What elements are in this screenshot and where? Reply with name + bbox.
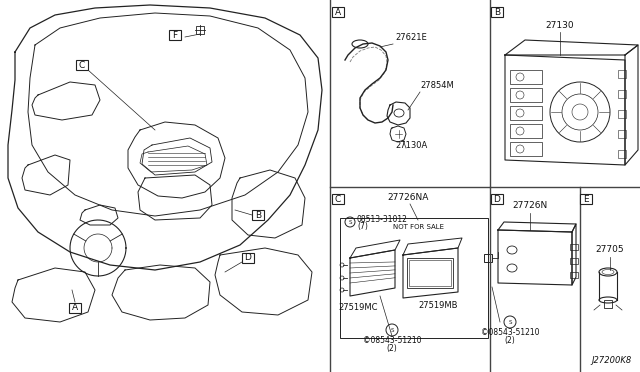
Text: 27705: 27705 — [596, 245, 624, 254]
Bar — [169, 30, 181, 40]
Text: D: D — [493, 195, 500, 203]
Text: 27854M: 27854M — [420, 81, 454, 90]
Text: C: C — [335, 195, 341, 203]
Text: 27130A: 27130A — [395, 141, 428, 150]
Text: D: D — [244, 253, 252, 263]
Bar — [510, 70, 542, 84]
Bar — [510, 142, 542, 156]
Bar — [604, 300, 612, 308]
Text: S: S — [390, 327, 394, 333]
Bar — [242, 253, 254, 263]
Text: A: A — [72, 304, 78, 312]
Bar — [618, 110, 626, 118]
Bar — [618, 130, 626, 138]
Bar — [69, 303, 81, 313]
Text: S: S — [508, 320, 512, 324]
Text: 27726NA: 27726NA — [387, 193, 429, 202]
Text: (2): (2) — [504, 336, 515, 345]
Bar — [491, 194, 503, 204]
Text: B: B — [255, 211, 261, 219]
Bar — [332, 7, 344, 17]
Bar — [252, 210, 264, 220]
Text: NOT FOR SALE: NOT FOR SALE — [393, 224, 444, 230]
Bar — [510, 124, 542, 138]
Bar — [580, 194, 592, 204]
Bar — [618, 150, 626, 158]
Bar — [570, 258, 578, 264]
Text: (7): (7) — [357, 222, 368, 231]
Bar — [491, 7, 503, 17]
Text: A: A — [335, 7, 341, 16]
Text: 27621E: 27621E — [395, 33, 427, 42]
Text: C: C — [79, 61, 85, 70]
Text: 27130: 27130 — [545, 21, 573, 30]
Text: E: E — [583, 195, 589, 203]
Text: 27519MB: 27519MB — [419, 301, 458, 310]
Text: ©08543-51210: ©08543-51210 — [363, 336, 421, 345]
Bar — [618, 90, 626, 98]
Bar — [76, 60, 88, 70]
Bar — [196, 26, 204, 34]
Bar — [409, 260, 451, 286]
Bar — [570, 272, 578, 278]
Bar — [332, 194, 344, 204]
Bar — [484, 254, 492, 262]
Bar — [510, 106, 542, 120]
Text: S: S — [348, 219, 352, 224]
Bar — [618, 70, 626, 78]
Text: J27200K8: J27200K8 — [592, 356, 632, 365]
Text: (2): (2) — [387, 344, 397, 353]
Text: B: B — [494, 7, 500, 16]
Bar — [407, 258, 453, 288]
Text: F: F — [172, 31, 177, 39]
Bar — [340, 218, 488, 338]
Bar — [570, 244, 578, 250]
Text: ©08543-51210: ©08543-51210 — [481, 328, 540, 337]
Text: 27726N: 27726N — [513, 201, 548, 210]
Bar — [510, 88, 542, 102]
Text: 27519MC: 27519MC — [339, 303, 378, 312]
Text: 08513-31012: 08513-31012 — [357, 215, 408, 224]
